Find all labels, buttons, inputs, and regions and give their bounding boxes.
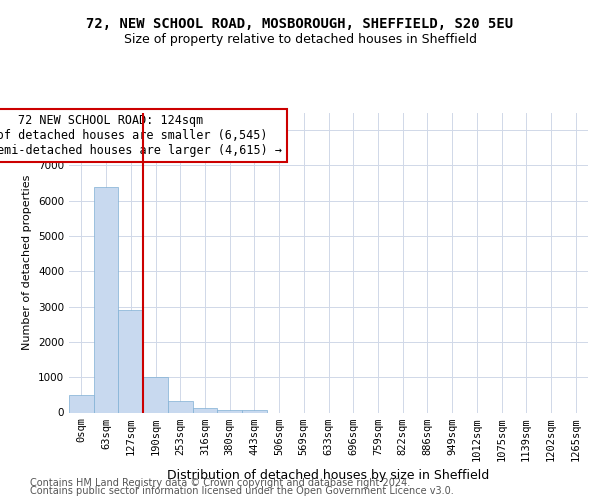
Bar (143, 377, 168, 412)
Bar (69, 395, 94, 412)
Bar (193, 408, 217, 412)
Text: 72 NEW SCHOOL ROAD: 124sqm
← 58% of detached houses are smaller (6,545)
41% of s: 72 NEW SCHOOL ROAD: 124sqm ← 58% of deta… (0, 114, 282, 157)
Text: Contains HM Land Registry data © Crown copyright and database right 2024.: Contains HM Land Registry data © Crown c… (30, 478, 410, 488)
Bar (217, 410, 242, 412)
Text: Contains public sector information licensed under the Open Government Licence v3: Contains public sector information licen… (30, 486, 454, 496)
Bar (94, 186, 118, 412)
Y-axis label: Number of detached properties: Number of detached properties (22, 175, 32, 350)
X-axis label: Distribution of detached houses by size in Sheffield: Distribution of detached houses by size … (167, 470, 490, 482)
Bar (242, 410, 267, 412)
Text: Size of property relative to detached houses in Sheffield: Size of property relative to detached ho… (124, 32, 476, 46)
Bar (168, 401, 193, 412)
Text: 72, NEW SCHOOL ROAD, MOSBOROUGH, SHEFFIELD, S20 5EU: 72, NEW SCHOOL ROAD, MOSBOROUGH, SHEFFIE… (86, 18, 514, 32)
Bar (118, 310, 143, 412)
